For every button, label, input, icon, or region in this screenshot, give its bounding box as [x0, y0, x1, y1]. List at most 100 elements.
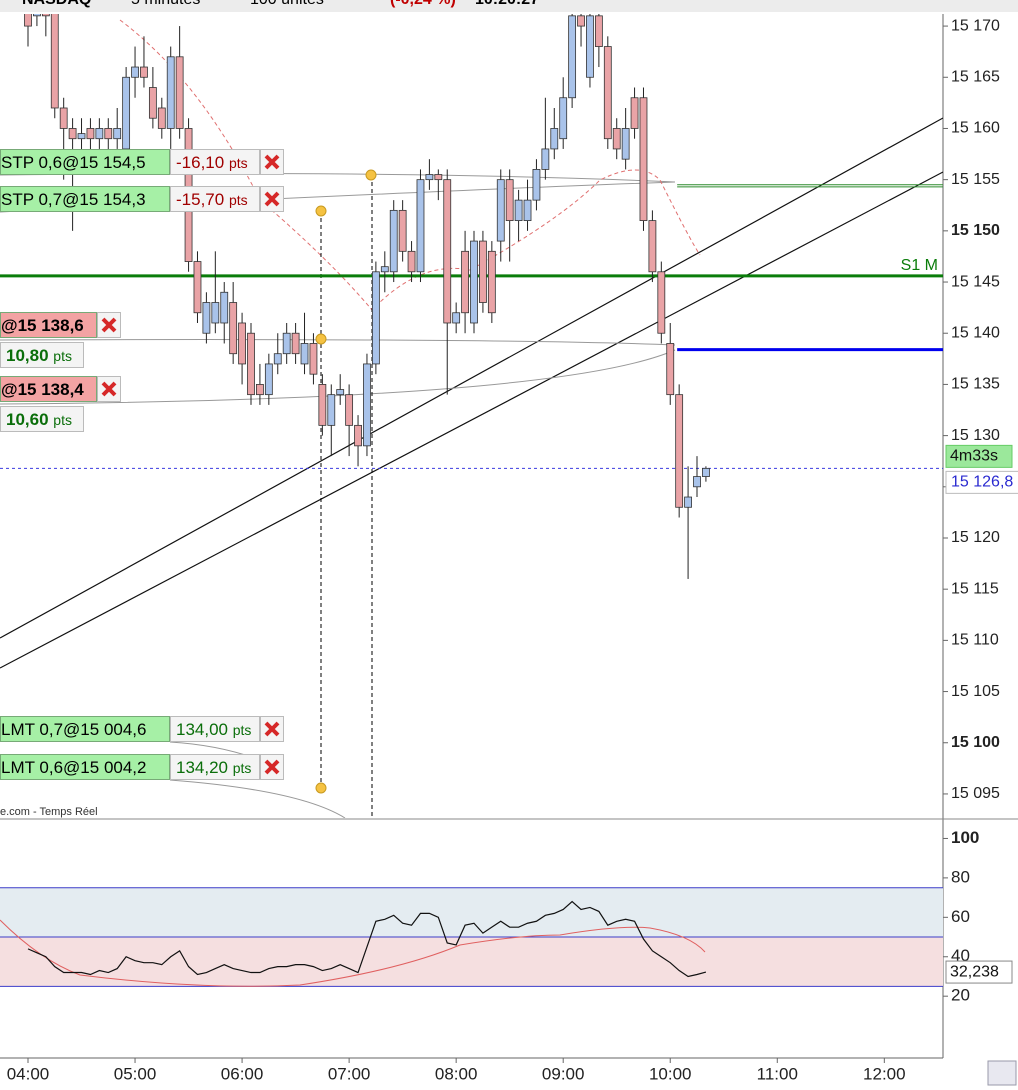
order-pnl: 134,20 [176, 758, 228, 777]
rsi-tick-label: 60 [951, 907, 970, 926]
order-link [0, 349, 676, 405]
rsi-tick-label: 40 [951, 946, 970, 965]
candle-body [443, 179, 452, 324]
rsi-value: 32,238 [950, 963, 999, 980]
moving-average [119, 19, 701, 311]
order-cancel[interactable] [260, 754, 284, 780]
candle-body [86, 128, 95, 140]
candle-body [702, 467, 710, 477]
trendline[interactable] [0, 117, 943, 639]
y-tick-label: 15 170 [951, 17, 1000, 34]
data-source: e.com - Temps Réel [0, 806, 98, 818]
candle-body [693, 476, 701, 488]
candle-body [41, 14, 50, 17]
candle-body [639, 97, 648, 222]
candle-body [59, 107, 68, 129]
order-pnl: 10,80 [6, 346, 49, 365]
scroll-button[interactable] [987, 1060, 1017, 1086]
trendline[interactable] [0, 171, 943, 669]
order-unit: pts [232, 760, 252, 776]
order-unit: pts [53, 348, 72, 364]
candle-body [612, 128, 621, 150]
y-tick-label: 15 115 [951, 580, 999, 597]
order-handle[interactable] [315, 782, 327, 794]
candle-body [371, 271, 380, 365]
y-tick-label: 15 100 [951, 734, 1000, 751]
y-tick-label: 15 150 [951, 222, 1000, 239]
order-unit: pts [53, 412, 72, 428]
order-label: STP 0,7@15 154,3 [0, 186, 170, 212]
rsi-value-box [945, 960, 1013, 984]
cancel-icon[interactable] [261, 187, 283, 211]
cancel-icon[interactable] [261, 755, 283, 779]
order-pnl: -15,70 [176, 190, 225, 209]
last-price-label: 15 126,8 [951, 474, 1013, 491]
candle-body [33, 14, 41, 17]
x-tick-label: 09:00 [542, 1064, 585, 1083]
candle-body [380, 266, 389, 273]
order-pnl-box: 134,00 pts [170, 716, 260, 742]
candle-body [559, 97, 568, 140]
order-cancel[interactable] [260, 149, 284, 175]
order-label: STP 0,6@15 154,5 [0, 149, 170, 175]
order-handle[interactable] [315, 205, 327, 217]
candle-body [309, 343, 318, 375]
candle-body [202, 302, 211, 334]
size[interactable]: 100 unités [250, 0, 324, 8]
order-handle[interactable] [365, 169, 377, 181]
candle-body [505, 179, 514, 222]
candle-body [220, 291, 229, 324]
candle-body [586, 15, 594, 78]
toolbar [0, 0, 1018, 12]
candle-body [256, 384, 264, 396]
y-tick-label: 15 160 [951, 120, 1000, 137]
order-pnl-box: 10,60 pts [0, 406, 84, 432]
x-tick-label: 10:00 [649, 1064, 692, 1083]
candle-body [452, 312, 461, 324]
candle-body [77, 133, 86, 140]
x-tick-label: 04:00 [7, 1064, 50, 1083]
candle-body [416, 179, 425, 273]
order-pnl-box: 10,80 pts [0, 342, 84, 368]
order-label: LMT 0,6@15 004,2 [0, 754, 170, 780]
candle-body [354, 424, 362, 447]
rsi-line [27, 900, 707, 978]
order-link [0, 339, 676, 346]
candle-body [425, 174, 434, 181]
level-label: S1 M [901, 257, 938, 274]
candle-body [24, 14, 32, 27]
x-tick-label: 05:00 [114, 1064, 157, 1083]
x-tick-label: 11:00 [757, 1064, 798, 1083]
instrument[interactable]: NASDAQ [22, 0, 91, 8]
y-tick-label: 15 095 [951, 785, 1000, 802]
candle-body [532, 169, 541, 201]
y-tick-label: 15 165 [951, 68, 1000, 85]
order-cancel[interactable] [97, 312, 121, 338]
y-tick-label: 15 105 [951, 683, 1000, 700]
candle-body [318, 384, 327, 426]
order-unit: pts [228, 192, 248, 208]
candle-body [657, 271, 666, 334]
timeframe[interactable]: 5 minutes [131, 0, 200, 8]
cancel-icon[interactable] [98, 313, 120, 337]
cancel-icon[interactable] [98, 377, 120, 401]
candle-body [264, 363, 273, 396]
rsi-tick-label: 100 [951, 828, 979, 847]
candle-body [113, 128, 122, 140]
candle-body [282, 332, 291, 355]
rsi-tick-label: 20 [951, 986, 970, 1005]
cancel-icon[interactable] [261, 717, 283, 741]
order-handle[interactable] [315, 333, 327, 345]
countdown: 4m33s [950, 448, 998, 465]
cancel-icon[interactable] [261, 150, 283, 174]
candle-body [675, 394, 684, 508]
x-tick-label: 12:00 [863, 1064, 906, 1083]
order-cancel[interactable] [260, 716, 284, 742]
candle-body [666, 343, 675, 396]
order-cancel[interactable] [97, 376, 121, 402]
order-unit: pts [228, 155, 248, 171]
y-tick-label: 15 120 [951, 529, 1000, 546]
candle-body [300, 343, 309, 365]
order-cancel[interactable] [260, 186, 284, 212]
